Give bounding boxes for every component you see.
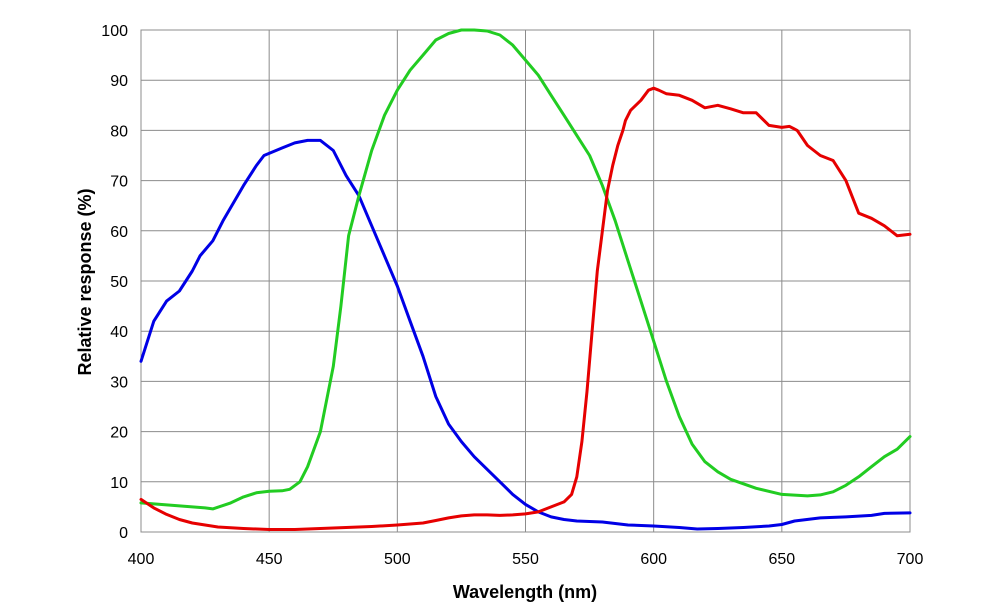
y-tick-label: 50 (110, 274, 128, 291)
y-tick-label: 70 (110, 174, 128, 191)
y-tick-label: 80 (110, 123, 128, 140)
tick-labels: 400 450 500 550 600 650 700 0 10 20 30 40 50 60 70 80 90… (101, 23, 923, 568)
x-tick-label: 400 (128, 551, 155, 568)
x-axis-title: Wavelength (nm) (453, 582, 597, 602)
x-tick-label: 650 (768, 551, 795, 568)
plot-frame (140, 29, 911, 533)
y-tick-label: 100 (101, 23, 128, 40)
y-tick-label: 0 (119, 525, 128, 542)
y-tick-label: 90 (110, 73, 128, 90)
y-axis-title: Relative response (%) (75, 188, 95, 375)
y-tick-label: 30 (110, 374, 128, 391)
grid-layer (140, 29, 911, 533)
y-tick-label: 40 (110, 324, 128, 341)
x-tick-label: 450 (256, 551, 283, 568)
x-tick-label: 700 (897, 551, 924, 568)
y-tick-label: 10 (110, 475, 128, 492)
series-line-2 (139, 28, 912, 511)
x-tick-label: 500 (384, 551, 411, 568)
series-line-3 (139, 86, 912, 531)
y-tick-label: 60 (110, 224, 128, 241)
series-line-1 (139, 138, 912, 531)
series-layer (139, 28, 912, 531)
x-tick-label: 600 (640, 551, 667, 568)
y-tick-label: 20 (110, 425, 128, 442)
x-tick-label: 550 (512, 551, 539, 568)
